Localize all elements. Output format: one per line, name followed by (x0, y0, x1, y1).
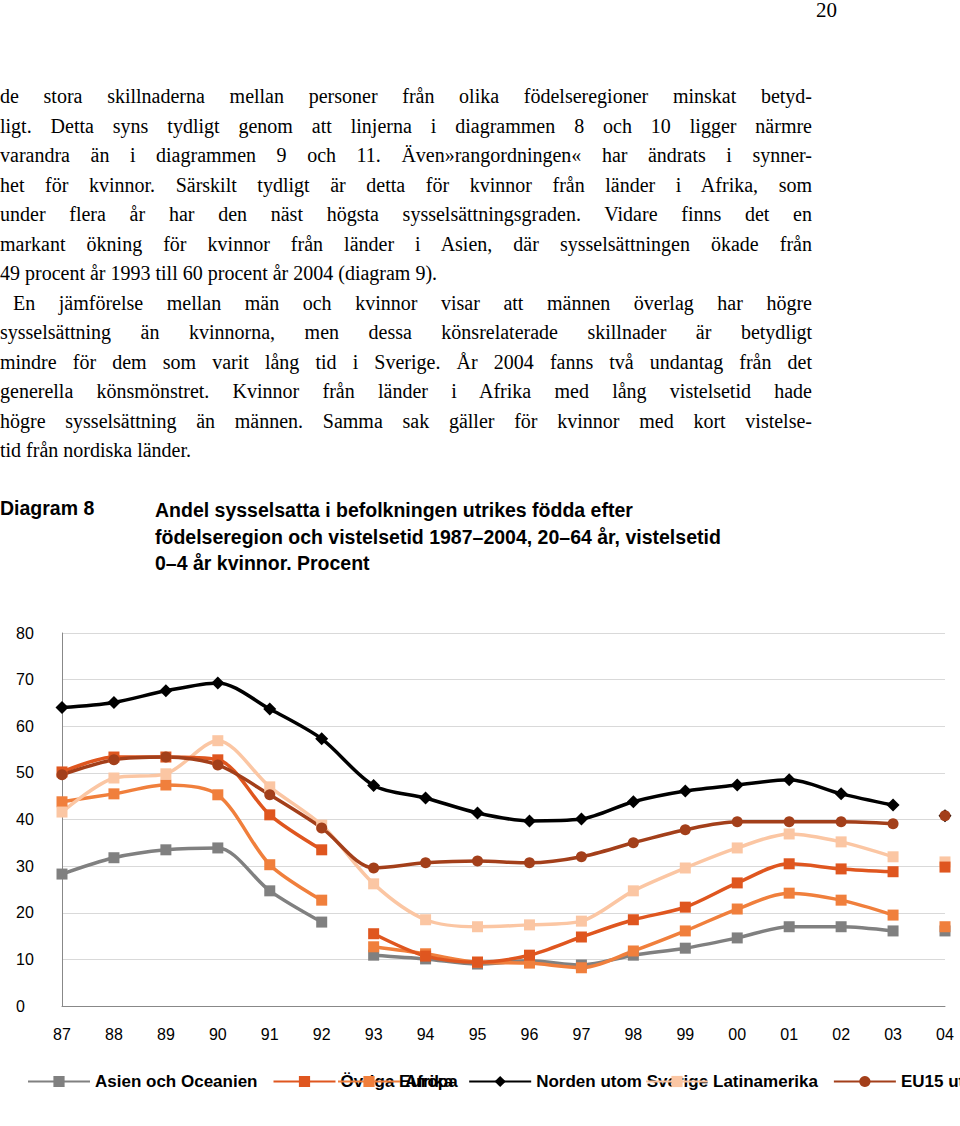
svg-text:Asien och Oceanien: Asien och Oceanien (95, 1072, 258, 1091)
svg-text:Latinamerika: Latinamerika (713, 1072, 818, 1091)
svg-text:95: 95 (469, 1026, 487, 1043)
html-text:de stora skillnaderna mellan p: de stora skillnaderna mellan personer fr… (0, 85, 812, 107)
html-text:under flera år har den näst hö: under flera år har den näst högsta sysse… (0, 203, 812, 225)
html-text:födelseregion och vistelsetid: födelseregion och vistelsetid 1987–2004,… (155, 525, 721, 548)
svg-text:04: 04 (936, 1026, 954, 1043)
svg-text:20: 20 (16, 904, 34, 921)
svg-text:03: 03 (884, 1026, 902, 1043)
svg-text:10: 10 (16, 951, 34, 968)
html-text:varandra än i diagrammen 9 och: varandra än i diagrammen 9 och 11. Även»… (0, 144, 812, 166)
svg-text:70: 70 (16, 671, 34, 688)
svg-text:01: 01 (780, 1026, 798, 1043)
svg-text:Övriga Europa: Övriga Europa (340, 1072, 458, 1091)
html-text:Andel sysselsatta i befolkning: Andel sysselsatta i befolkningen utrikes… (155, 499, 633, 521)
svg-text:80: 80 (16, 625, 34, 642)
svg-text:89: 89 (157, 1026, 175, 1043)
svg-text:94: 94 (417, 1026, 435, 1043)
html-text:49 procent år 1993 till 60 pro: 49 procent år 1993 till 60 procent år 20… (0, 262, 438, 284)
svg-text:93: 93 (365, 1026, 383, 1043)
svg-text:60: 60 (16, 718, 34, 735)
svg-text:40: 40 (16, 811, 34, 828)
html-text:het för kvinnor. Särskilt tydl: het för kvinnor. Särskilt tydligt är det… (0, 173, 812, 196)
html-text:tid från nordiska länder.: tid från nordiska länder. (0, 439, 192, 461)
html-text:ligt. Detta syns tydligt genom: ligt. Detta syns tydligt genom att linje… (0, 114, 812, 137)
html-text:sysselsättning än kvinnorna, m: sysselsättning än kvinnorna, men dessa k… (0, 321, 812, 343)
svg-text:90: 90 (209, 1026, 227, 1043)
svg-text:99: 99 (676, 1026, 694, 1043)
svg-text:92: 92 (313, 1026, 331, 1043)
svg-text:00: 00 (728, 1026, 746, 1043)
svg-text:96: 96 (521, 1026, 539, 1043)
html-text:Diagram 8: Diagram 8 (0, 497, 95, 519)
svg-text:30: 30 (16, 858, 34, 875)
svg-text:EU15 utom Norden: EU15 utom Norden (901, 1072, 960, 1091)
html-text:mindre för dem som varit lång: mindre för dem som varit lång tid i Sver… (0, 350, 812, 373)
svg-text:50: 50 (16, 764, 34, 781)
svg-text:0: 0 (16, 998, 25, 1015)
svg-text:87: 87 (53, 1026, 71, 1043)
html-text:högre sysselsättning än männen: högre sysselsättning än männen. Samma sa… (0, 409, 812, 432)
html-text:generella könsmönstret. Kvinno: generella könsmönstret. Kvinnor från län… (0, 380, 812, 402)
svg-text:88: 88 (105, 1026, 123, 1043)
svg-text:Norden utom Sverige: Norden utom Sverige (536, 1072, 708, 1091)
html-text:markant ökning för kvinnor frå: markant ökning för kvinnor från länder i… (0, 232, 812, 255)
svg-text:98: 98 (624, 1026, 642, 1043)
html-text:En jämförelse mellan män och k: En jämförelse mellan män och kvinnor vis… (13, 291, 812, 314)
svg-text:91: 91 (261, 1026, 279, 1043)
svg-text:Afrika: Afrika (405, 1072, 454, 1091)
svg-text:02: 02 (832, 1026, 850, 1043)
html-text:0–4 år kvinnor. Procent: 0–4 år kvinnor. Procent (155, 552, 370, 574)
svg-text:97: 97 (573, 1026, 591, 1043)
